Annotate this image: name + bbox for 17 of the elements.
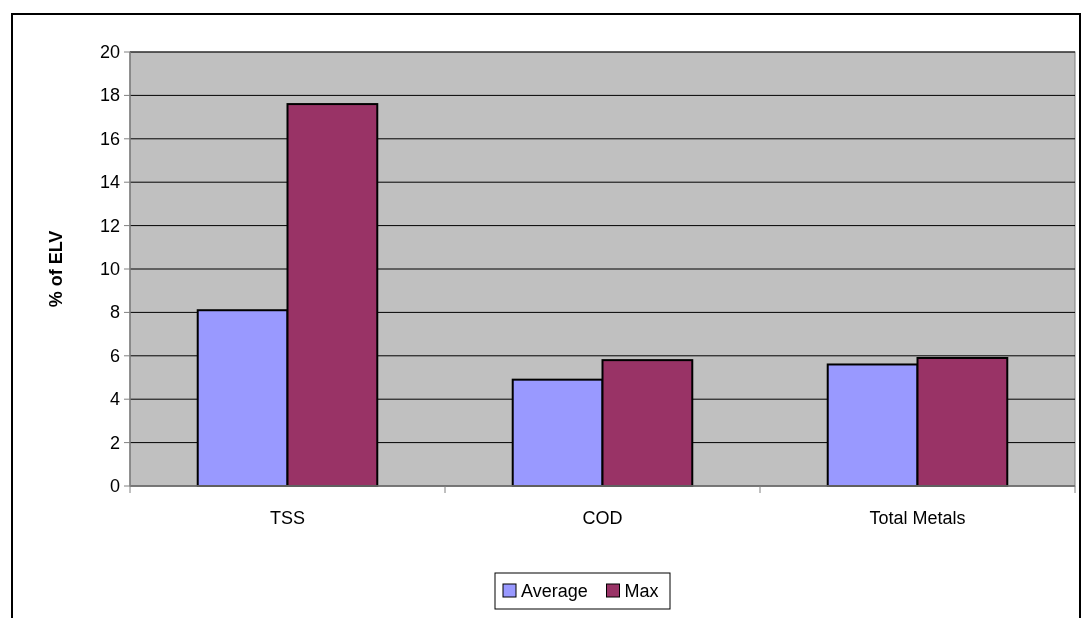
y-tick-label: 14 [99,172,120,193]
y-tick-label: 16 [99,128,120,149]
y-tick-label: 18 [99,85,120,106]
y-tick-label: 0 [109,476,120,496]
y-tick-label: 4 [109,389,120,410]
x-tick-label: Total Metals [869,508,966,528]
legend-label: Average [521,581,588,601]
x-tick-label: COD [582,508,623,528]
x-tick-label: TSS [269,508,306,528]
legend-label: Max [624,581,659,601]
y-tick-label: 20 [99,42,120,62]
y-tick-label: 12 [99,215,120,236]
y-tick-label: 6 [109,345,120,366]
y-tick-label: 2 [109,432,120,453]
y-tick-label: 8 [109,302,120,323]
y-tick-label: 10 [99,259,120,279]
y-axis-title: % of ELV [46,230,66,308]
